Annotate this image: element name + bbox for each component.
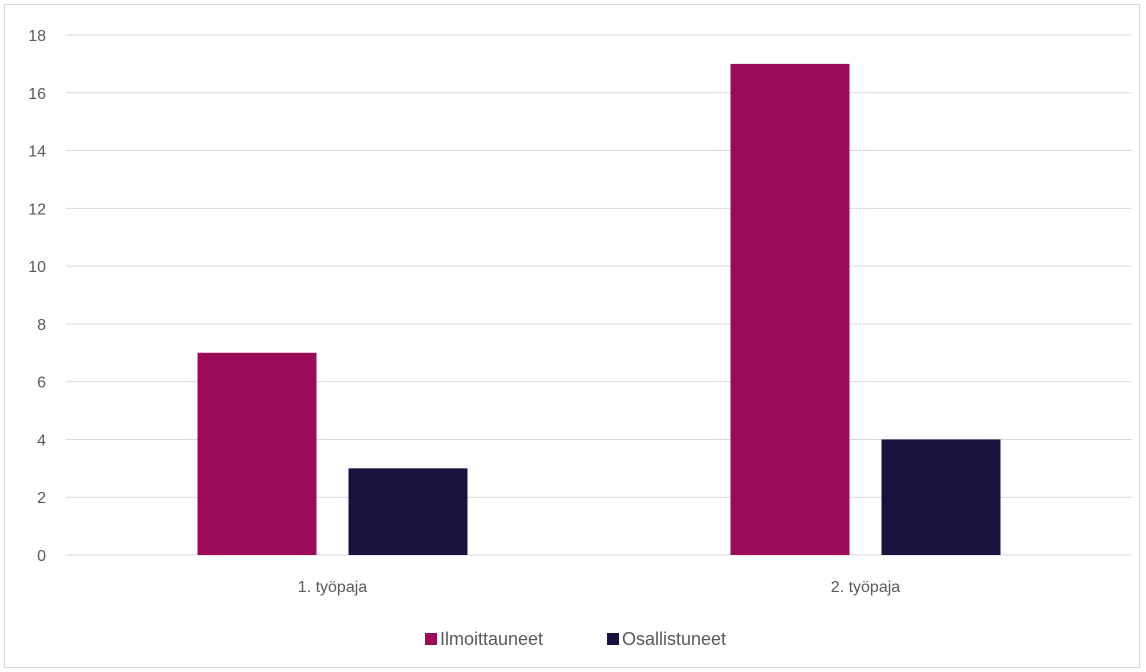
legend-swatch-ilmoittauneet bbox=[425, 633, 437, 645]
x-category-label: 2. työpaja bbox=[831, 579, 900, 596]
x-category-label: 1. työpaja bbox=[298, 579, 367, 596]
y-tick-label: 4 bbox=[37, 432, 46, 449]
x-axis-labels: 1. työpaja 2. työpaja bbox=[298, 579, 900, 596]
y-tick-label: 8 bbox=[37, 317, 46, 334]
y-tick-label: 2 bbox=[37, 490, 46, 507]
y-tick-label: 6 bbox=[37, 375, 46, 392]
y-tick-label: 18 bbox=[28, 28, 46, 45]
legend: Ilmoittauneet Osallistuneet bbox=[425, 629, 726, 649]
legend-swatch-osallistuneet bbox=[607, 633, 619, 645]
y-tick-label: 14 bbox=[28, 144, 46, 161]
bars bbox=[197, 63, 1001, 556]
bar-osallistuneet-2 bbox=[881, 439, 1001, 555]
bar-osallistuneet-1 bbox=[348, 468, 468, 555]
bar-ilmoittauneet-2 bbox=[730, 63, 850, 556]
y-tick-label: 12 bbox=[28, 201, 46, 218]
y-tick-label: 10 bbox=[28, 259, 46, 276]
chart-frame bbox=[4, 4, 1140, 668]
legend-label-ilmoittauneet: Ilmoittauneet bbox=[440, 629, 543, 649]
bar-ilmoittauneet-1 bbox=[197, 352, 317, 555]
y-tick-label: 0 bbox=[37, 548, 46, 565]
legend-label-osallistuneet: Osallistuneet bbox=[622, 629, 726, 649]
y-tick-label: 16 bbox=[28, 86, 46, 103]
y-axis-ticks: 0 2 4 6 8 10 12 14 16 18 bbox=[28, 28, 46, 565]
